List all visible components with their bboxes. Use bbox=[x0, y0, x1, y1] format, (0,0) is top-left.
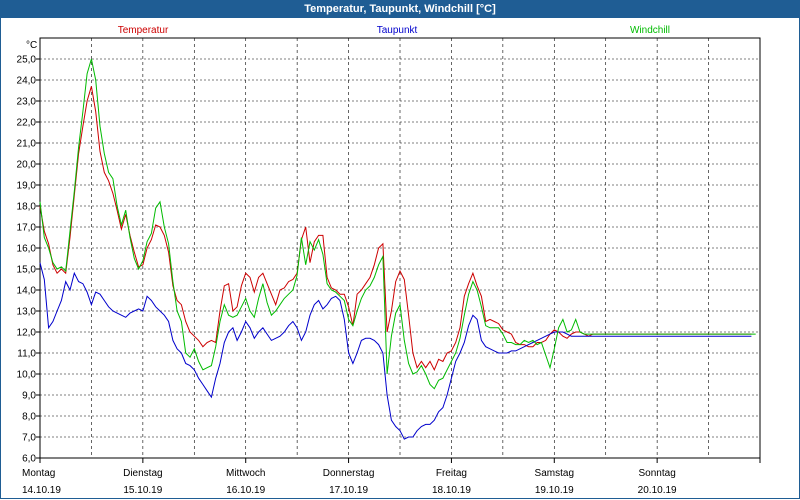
chart-grid bbox=[36, 37, 761, 463]
y-tick-label: 8,0 bbox=[22, 412, 36, 423]
x-date-label: 18.10.19 bbox=[432, 485, 471, 496]
y-tick-label: 17,0 bbox=[17, 223, 37, 234]
y-tick-label: 24,0 bbox=[17, 76, 37, 87]
x-date-label: 20.10.19 bbox=[638, 485, 677, 496]
y-tick-label: 16,0 bbox=[17, 244, 37, 255]
chart-labels: 6,0 7,0 8,0 9,0 10,0 11,0 12,0 13,0 14,0 15,0 16,0… bbox=[17, 25, 678, 496]
y-tick-label: 7,0 bbox=[22, 433, 36, 444]
x-date-label: 17.10.19 bbox=[329, 485, 368, 496]
y-tick-label: 13,0 bbox=[17, 307, 37, 318]
x-date-label: 16.10.19 bbox=[226, 485, 265, 496]
legend-windchill: Windchill bbox=[630, 25, 670, 36]
y-tick-label: 25,0 bbox=[17, 55, 37, 66]
legend-taupunkt: Taupunkt bbox=[377, 25, 418, 36]
x-day-label: Donnerstag bbox=[323, 468, 375, 479]
series-line-windchill bbox=[39, 58, 756, 390]
y-tick-label: 6,0 bbox=[22, 454, 36, 465]
y-tick-label: 15,0 bbox=[17, 265, 37, 276]
series-line-taupunkt bbox=[39, 262, 752, 440]
y-tick-label: 18,0 bbox=[17, 202, 37, 213]
y-tick-label: 9,0 bbox=[22, 391, 36, 402]
y-tick-label: 14,0 bbox=[17, 286, 37, 297]
x-day-label: Mittwoch bbox=[226, 468, 265, 479]
x-day-label: Montag bbox=[22, 468, 55, 479]
legend-temperatur: Temperatur bbox=[118, 25, 169, 36]
y-tick-label: 12,0 bbox=[17, 328, 37, 339]
x-day-label: Sonntag bbox=[639, 468, 676, 479]
y-tick-label: 21,0 bbox=[17, 139, 37, 150]
y-tick-label: 20,0 bbox=[17, 160, 37, 171]
y-tick-label: 10,0 bbox=[17, 370, 37, 381]
window-title: Temperatur, Taupunkt, Windchill [°C] bbox=[0, 0, 800, 18]
x-day-label: Freitag bbox=[436, 468, 467, 479]
y-tick-label: 19,0 bbox=[17, 181, 37, 192]
y-tick-label: 22,0 bbox=[17, 118, 37, 129]
x-date-label: 15.10.19 bbox=[123, 485, 162, 496]
series-line-temperatur bbox=[39, 86, 752, 371]
x-date-label: 14.10.19 bbox=[22, 485, 61, 496]
x-day-label: Samstag bbox=[535, 468, 574, 479]
x-day-label: Dienstag bbox=[123, 468, 162, 479]
y-axis-label: °C bbox=[26, 40, 37, 51]
chart-series bbox=[39, 58, 756, 440]
y-tick-label: 23,0 bbox=[17, 97, 37, 108]
y-tick-label: 11,0 bbox=[17, 349, 36, 360]
x-date-label: 19.10.19 bbox=[535, 485, 574, 496]
